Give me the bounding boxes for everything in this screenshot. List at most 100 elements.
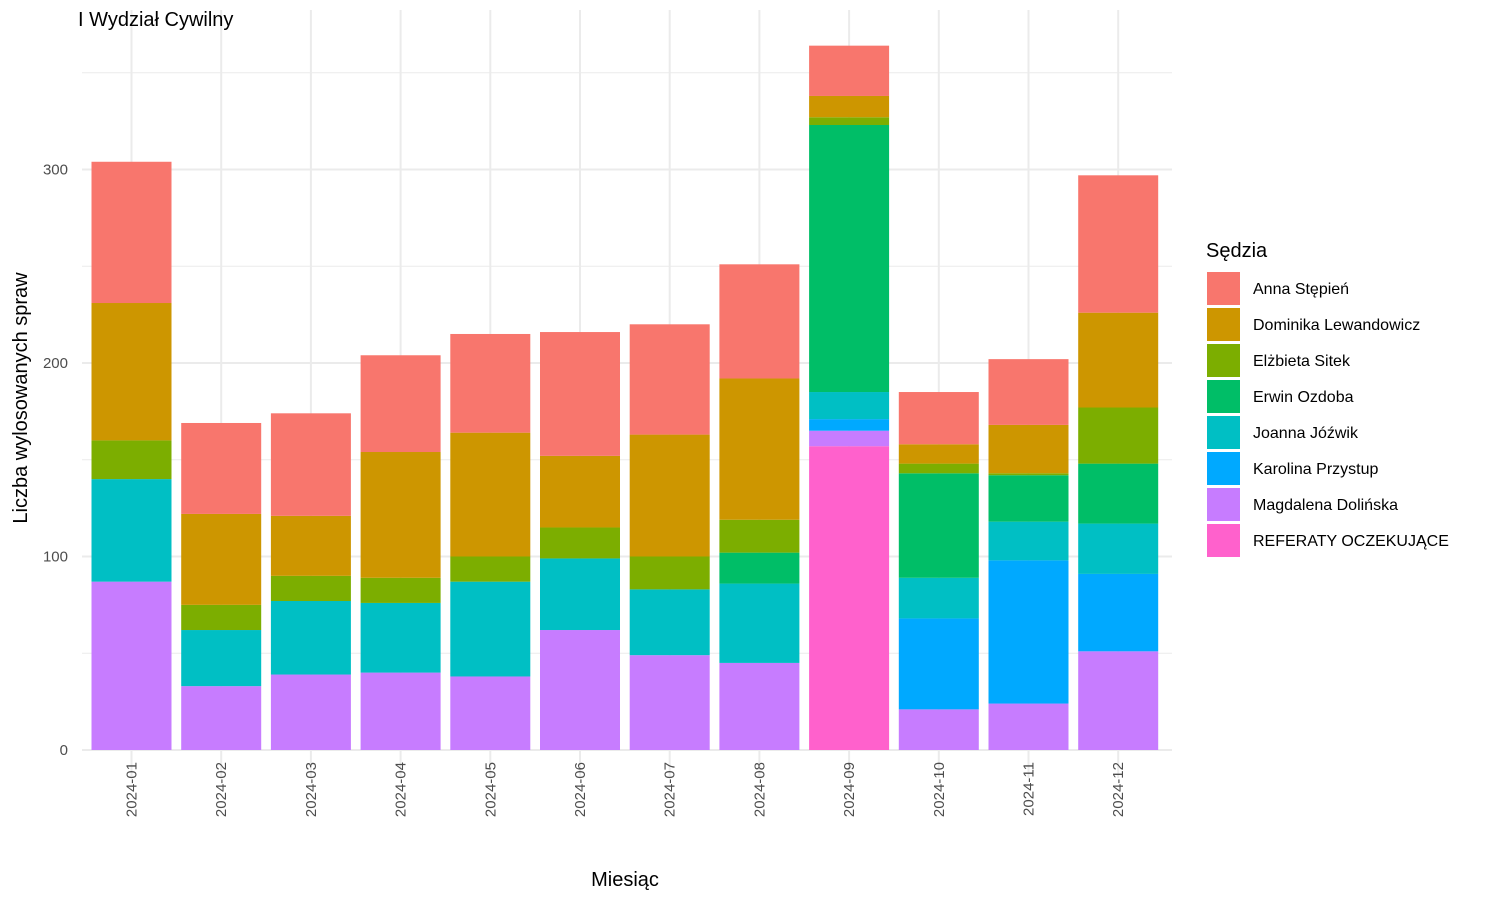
bar-segment: [629, 556, 710, 590]
legend-swatch: [1207, 344, 1240, 377]
bar-segment: [809, 419, 890, 431]
bar-segment: [988, 424, 1069, 474]
x-axis-ticks: 2024-01 2024-02 2024-03 2024-04 2024-05 2024-…: [124, 762, 1128, 817]
bar-segment: [809, 392, 890, 420]
x-axis-title: Miesiąc: [591, 869, 659, 891]
bar-segment: [450, 556, 531, 582]
bar-segment: [1078, 312, 1159, 408]
bar-segment: [898, 577, 979, 619]
bars: [91, 45, 1159, 750]
bar-segment: [898, 463, 979, 474]
bar-segment: [809, 430, 890, 447]
x-tick-label: 2024-06: [572, 762, 589, 817]
bar-segment: [1078, 407, 1159, 464]
bar-segment: [629, 434, 710, 557]
legend-swatch: [1207, 524, 1240, 557]
legend-title: Sędzia: [1206, 240, 1268, 262]
bar-segment: [719, 519, 800, 553]
bar-segment: [988, 560, 1069, 704]
bar-segment: [719, 378, 800, 520]
bar-segment: [450, 581, 531, 677]
bar-segment: [360, 602, 441, 673]
bar-segment: [1078, 523, 1159, 574]
bar-segment: [181, 630, 262, 687]
x-tick-label: 2024-09: [841, 762, 858, 817]
chart-title: I Wydział Cywilny: [78, 9, 233, 31]
bar-segment: [450, 432, 531, 557]
bar-segment: [988, 473, 1069, 476]
bar-segment: [898, 392, 979, 445]
legend-label: Joanna Jóźwik: [1253, 425, 1359, 442]
legend-swatch: [1207, 272, 1240, 305]
bar-segment: [1078, 651, 1159, 750]
bar-segment: [629, 589, 710, 656]
legend-label: Karolina Przystup: [1253, 461, 1378, 478]
bar-segment: [719, 583, 800, 663]
bar-segment: [270, 515, 351, 576]
bar-segment: [809, 45, 890, 96]
x-tick-label: 2024-07: [662, 762, 679, 817]
bar-segment: [540, 527, 620, 559]
legend-label: Magdalena Dolińska: [1253, 497, 1398, 514]
bar-segment: [540, 332, 620, 456]
y-tick-label: 200: [43, 355, 68, 372]
bar-segment: [270, 575, 351, 602]
bar-segment: [988, 359, 1069, 425]
bar-segment: [360, 355, 441, 453]
bar-segment: [270, 413, 351, 516]
bar-segment: [91, 581, 172, 750]
legend-swatch: [1207, 488, 1240, 521]
x-tick-label: 2024-10: [931, 762, 948, 817]
bar-segment: [898, 444, 979, 464]
bar-segment: [270, 601, 351, 675]
bar-segment: [91, 161, 172, 304]
bar-segment: [629, 655, 710, 750]
y-tick-label: 100: [43, 549, 68, 566]
bar-segment: [809, 446, 890, 750]
legend-label: REFERATY OCZEKUJĄCE: [1253, 533, 1449, 550]
bar-segment: [809, 95, 890, 118]
bar-segment: [719, 662, 800, 750]
bar-segment: [450, 676, 531, 750]
bar-segment: [898, 473, 979, 578]
legend-label: Elżbieta Sitek: [1253, 353, 1351, 370]
x-tick-label: 2024-03: [303, 762, 320, 817]
bar-segment: [181, 513, 262, 605]
bar-segment: [540, 558, 620, 631]
bar-segment: [540, 630, 620, 750]
bar-segment: [988, 475, 1069, 522]
y-axis-title: Liczba wylosowanych spraw: [10, 272, 32, 524]
bar-segment: [1078, 175, 1159, 313]
legend-label: Erwin Ozdoba: [1253, 389, 1354, 406]
bar-segment: [1078, 463, 1159, 524]
legend-label: Anna Stępień: [1253, 281, 1349, 298]
bar-segment: [450, 333, 531, 433]
bar-segment: [270, 674, 351, 750]
bar-segment: [988, 703, 1069, 750]
legend: Sędzia Anna Stępień Dominika Lewandowicz E…: [1206, 240, 1449, 557]
bar-segment: [181, 686, 262, 750]
y-tick-label: 0: [60, 742, 68, 759]
bar-segment: [91, 303, 172, 441]
legend-swatch: [1207, 416, 1240, 449]
bar-segment: [809, 117, 890, 125]
x-tick-label: 2024-04: [393, 762, 410, 817]
bar-segment: [809, 124, 890, 393]
x-tick-label: 2024-02: [213, 762, 230, 817]
legend-label: Dominika Lewandowicz: [1253, 317, 1420, 334]
bar-segment: [898, 709, 979, 750]
y-tick-label: 300: [43, 162, 68, 179]
legend-swatch: [1207, 308, 1240, 341]
x-tick-label: 2024-11: [1021, 762, 1038, 816]
bar-segment: [91, 440, 172, 480]
bar-segment: [1078, 573, 1159, 652]
legend-swatch: [1207, 452, 1240, 485]
x-tick-label: 2024-05: [482, 762, 499, 817]
bar-segment: [181, 604, 262, 631]
bar-segment: [988, 521, 1069, 561]
legend-swatch: [1207, 380, 1240, 413]
y-axis-ticks: 0 100 200 300: [43, 162, 68, 760]
bar-segment: [629, 324, 710, 435]
bar-segment: [181, 422, 262, 514]
